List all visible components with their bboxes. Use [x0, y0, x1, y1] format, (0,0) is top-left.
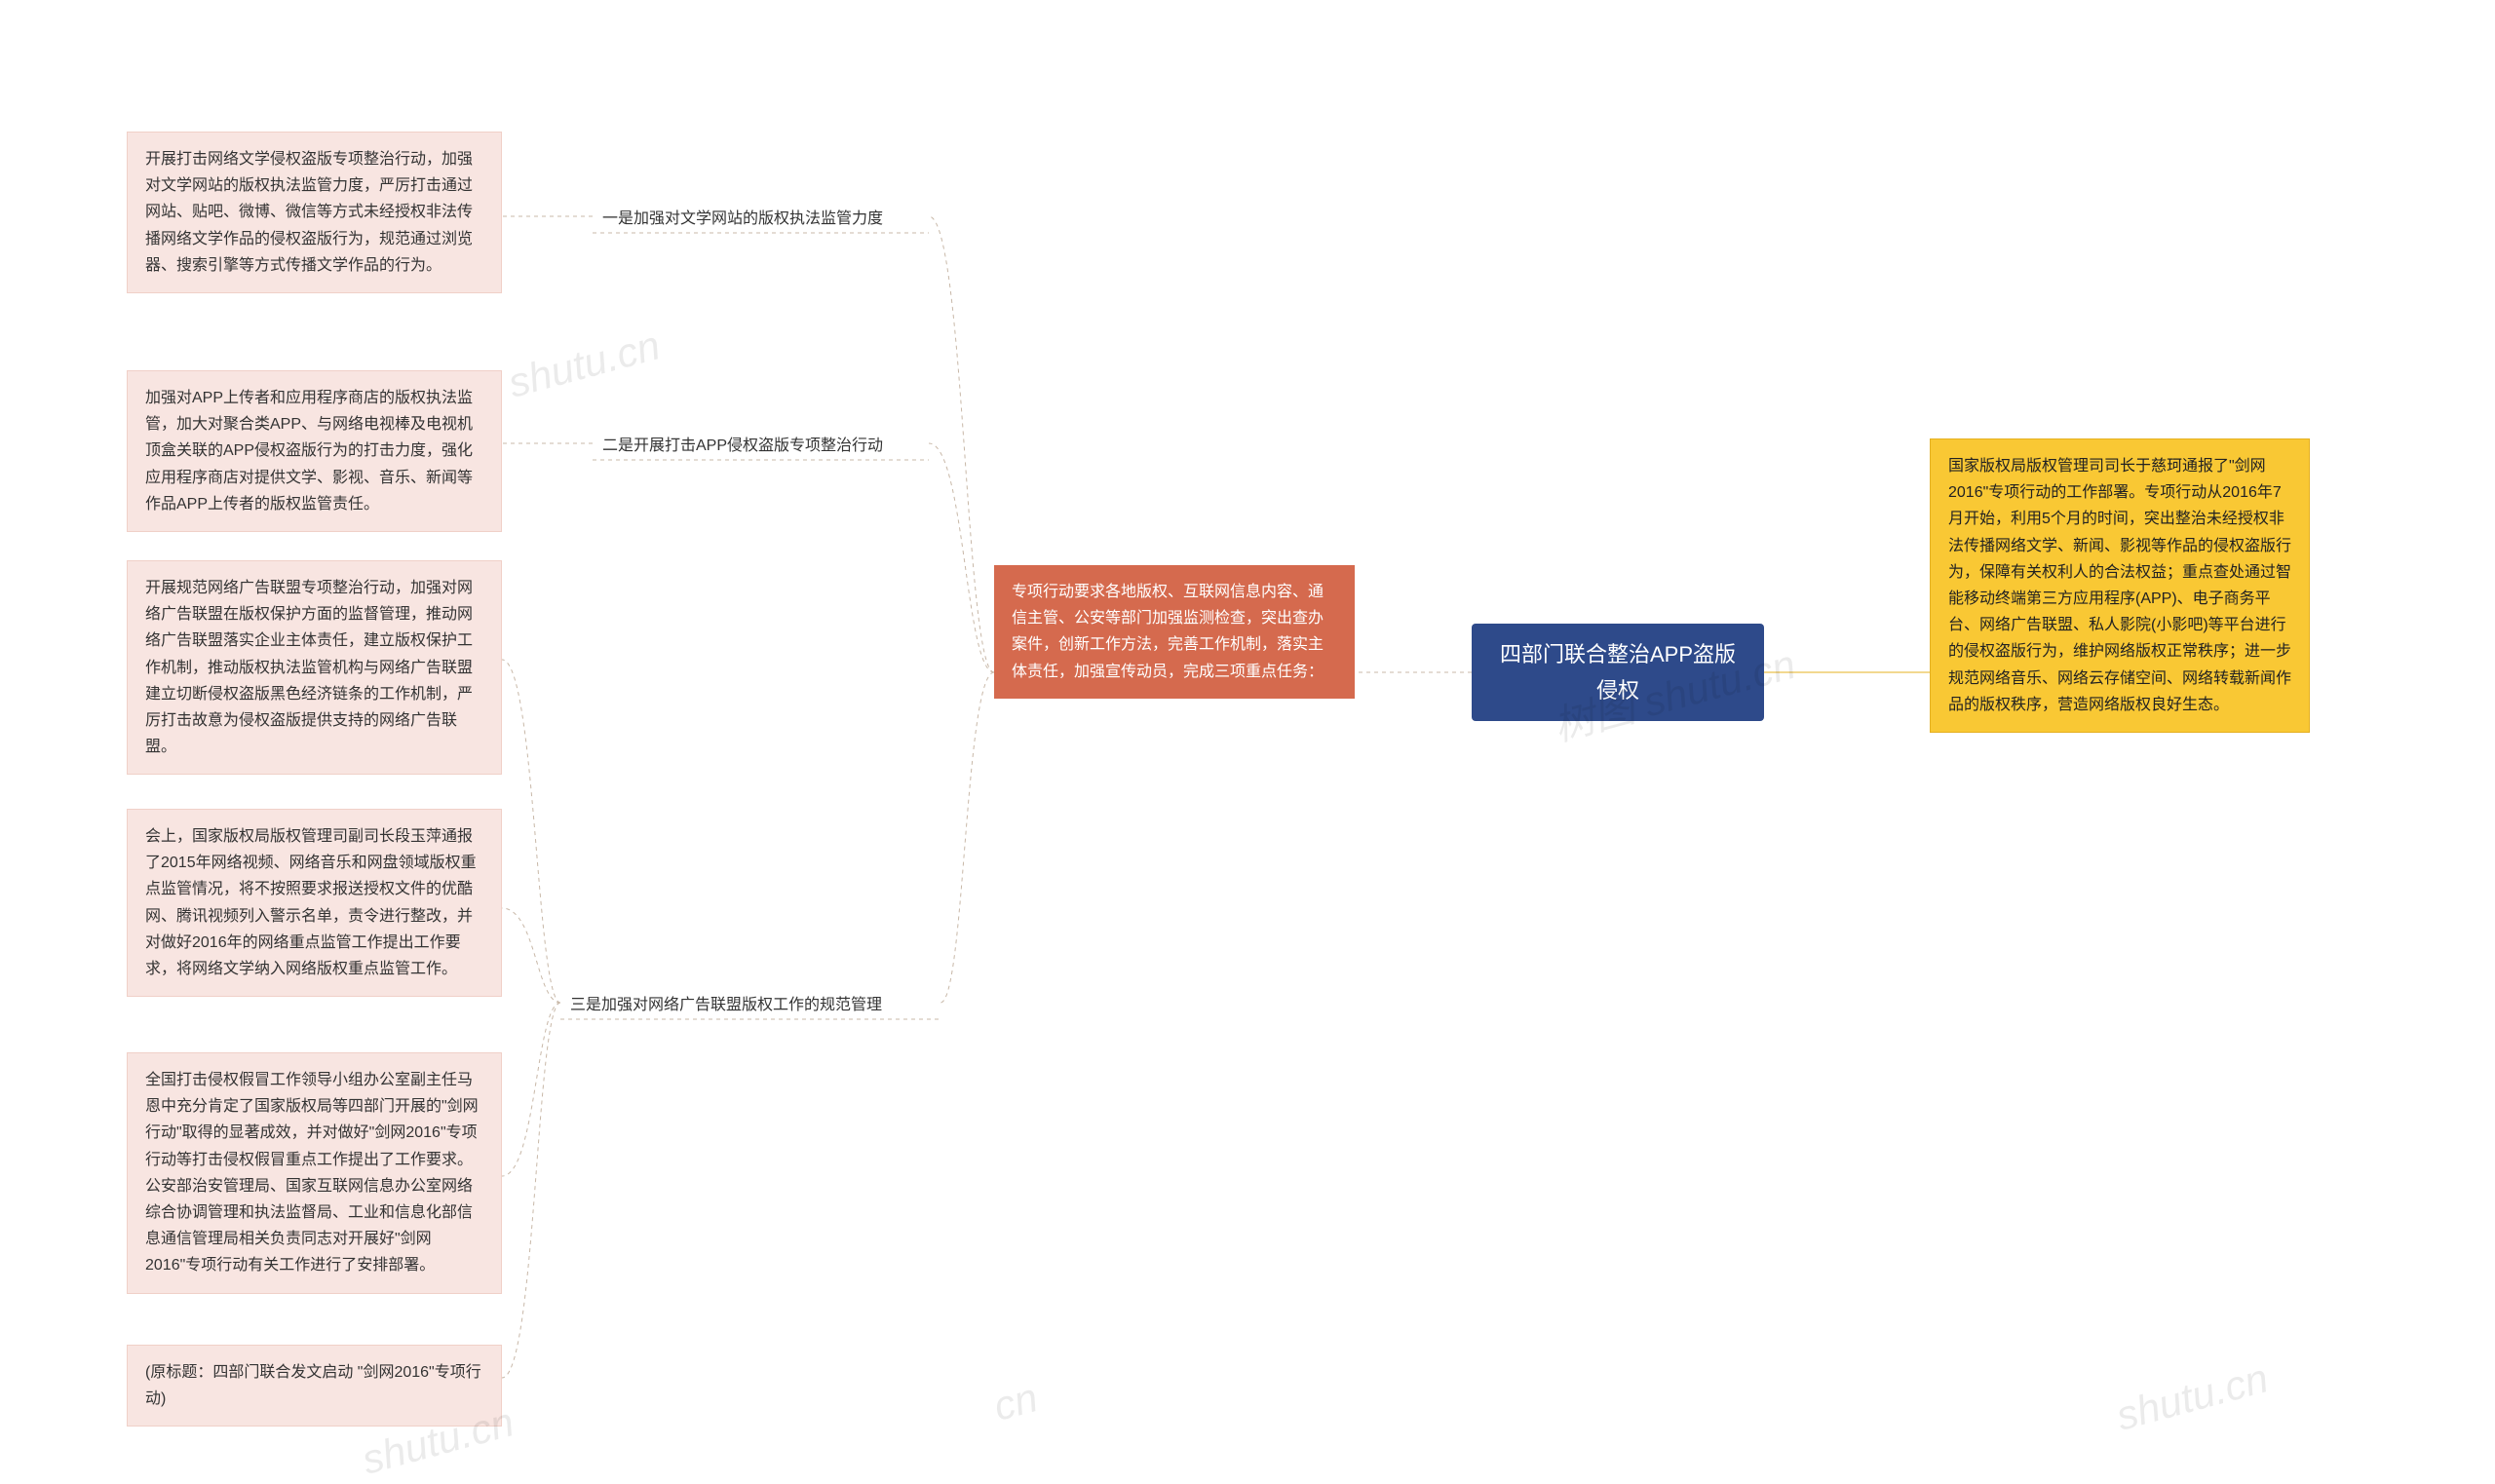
edge-sub3-leaf3	[502, 908, 560, 1003]
watermark-5-text: cn	[989, 1374, 1043, 1429]
edge-leftmain-sub2	[929, 443, 994, 672]
edge-sub3-leaf4	[502, 1003, 560, 1176]
sub-item-1-label: 一是加强对文学网站的版权执法监管力度	[602, 210, 883, 227]
leaf-4: 全国打击侵权假冒工作领导小组办公室副主任马恩中充分肯定了国家版权局等四部门开展的…	[127, 1052, 502, 1294]
watermark-3: shutu.cn	[2111, 1354, 2273, 1439]
root-node: 四部门联合整治APP盗版 侵权	[1472, 624, 1764, 721]
leaf-4-text: 全国打击侵权假冒工作领导小组办公室副主任马恩中充分肯定了国家版权局等四部门开展的…	[145, 1072, 479, 1274]
left-main-box: 专项行动要求各地版权、互联网信息内容、通信主管、公安等部门加强监测检查，突出查办…	[994, 565, 1355, 699]
edge-leftmain-sub3	[940, 672, 994, 1003]
leaf-1-text: 加强对APP上传者和应用程序商店的版权执法监管，加大对聚合类APP、与网络电视棒…	[145, 390, 473, 513]
leaf-3: 会上，国家版权局版权管理司副司长段玉萍通报了2015年网络视频、网络音乐和网盘领…	[127, 809, 502, 997]
left-main-text: 专项行动要求各地版权、互联网信息内容、通信主管、公安等部门加强监测检查，突出查办…	[1012, 584, 1324, 680]
sub-item-3: 三是加强对网络广告联盟版权工作的规范管理	[560, 986, 892, 1024]
leaf-5-text: (原标题：四部门联合发文启动 "剑网2016"专项行动)	[145, 1364, 481, 1407]
leaf-5: (原标题：四部门联合发文启动 "剑网2016"专项行动)	[127, 1345, 502, 1427]
watermark-1: shutu.cn	[503, 322, 665, 406]
root-label: 四部门联合整治APP盗版 侵权	[1500, 636, 1736, 709]
leaf-3-text: 会上，国家版权局版权管理司副司长段玉萍通报了2015年网络视频、网络音乐和网盘领…	[145, 828, 477, 977]
leaf-2-text: 开展规范网络广告联盟专项整治行动，加强对网络广告联盟在版权保护方面的监督管理，推…	[145, 580, 473, 755]
edge-leftmain-sub1	[929, 216, 994, 672]
watermark-5: cn	[989, 1374, 1043, 1430]
leaf-0: 开展打击网络文学侵权盗版专项整治行动，加强对文学网站的版权执法监管力度，严厉打击…	[127, 132, 502, 293]
sub-item-3-label: 三是加强对网络广告联盟版权工作的规范管理	[570, 997, 882, 1013]
leaf-2: 开展规范网络广告联盟专项整治行动，加强对网络广告联盟在版权保护方面的监督管理，推…	[127, 560, 502, 775]
right-detail-text: 国家版权局版权管理司司长于慈珂通报了"剑网2016"专项行动的工作部署。专项行动…	[1948, 458, 2291, 713]
watermark-3-text: shutu.cn	[2111, 1354, 2273, 1438]
watermark-1-text: shutu.cn	[503, 322, 665, 405]
sub-item-2-label: 二是开展打击APP侵权盗版专项整治行动	[602, 438, 883, 454]
leaf-0-text: 开展打击网络文学侵权盗版专项整治行动，加强对文学网站的版权执法监管力度，严厉打击…	[145, 151, 473, 274]
leaf-1: 加强对APP上传者和应用程序商店的版权执法监管，加大对聚合类APP、与网络电视棒…	[127, 370, 502, 532]
sub-item-1: 一是加强对文学网站的版权执法监管力度	[593, 200, 893, 238]
sub-item-2: 二是开展打击APP侵权盗版专项整治行动	[593, 427, 893, 465]
edge-sub3-leaf5	[502, 1003, 560, 1378]
right-detail-box: 国家版权局版权管理司司长于慈珂通报了"剑网2016"专项行动的工作部署。专项行动…	[1930, 438, 2310, 733]
edge-sub3-leaf2	[502, 660, 560, 1003]
